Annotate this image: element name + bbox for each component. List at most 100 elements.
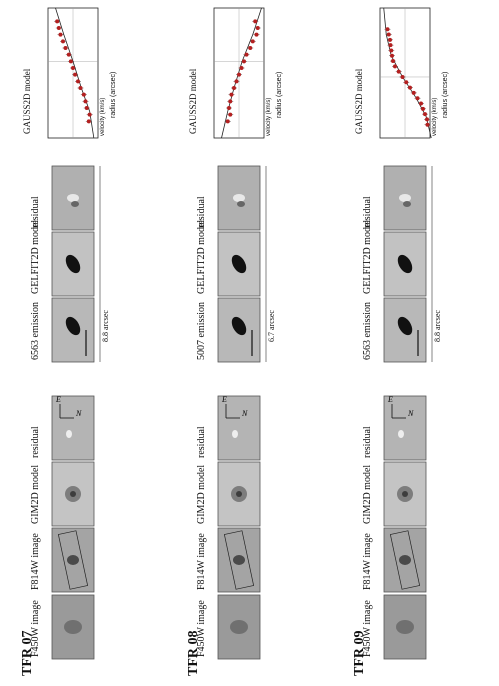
model-blob	[397, 254, 413, 274]
data-point	[250, 39, 255, 44]
data-point	[239, 66, 244, 70]
panel-label: residual	[196, 196, 207, 228]
data-point	[68, 59, 73, 64]
figure-row-3: EN	[379, 7, 433, 660]
data-point	[229, 92, 234, 97]
plot-xlabel: velocity (km/s)	[432, 97, 438, 136]
data-point	[255, 26, 260, 30]
panel-label: 6563 emission	[30, 301, 41, 360]
data-point	[391, 59, 395, 64]
slit-outline	[57, 530, 89, 590]
emission-blob	[65, 316, 81, 336]
panel-label: residual	[362, 426, 373, 458]
data-point	[388, 37, 392, 42]
residual-blob	[66, 430, 72, 438]
plot-radius-label: radius (arcsec)	[276, 71, 283, 118]
panel-label: residual	[30, 196, 41, 228]
data-point	[83, 99, 88, 104]
plot-xlabel: velocity (km/s)	[100, 97, 106, 136]
emission-blob	[397, 316, 413, 336]
galaxy-blob	[233, 555, 245, 565]
scale-label: 8.8 arcsec	[101, 310, 110, 342]
data-point	[425, 117, 429, 122]
panel-label: F450W image	[30, 600, 41, 657]
panel-label: F814W image	[30, 533, 41, 590]
data-point	[385, 27, 390, 32]
data-point	[421, 106, 425, 111]
model-core	[402, 491, 408, 497]
data-point	[228, 112, 233, 117]
data-point	[234, 79, 239, 84]
data-point	[76, 79, 80, 84]
data-point	[81, 92, 86, 97]
data-point	[411, 90, 416, 95]
galaxy-blob	[230, 620, 248, 634]
galaxy-blob	[396, 620, 414, 634]
data-point	[389, 48, 394, 53]
residual-blob	[237, 201, 245, 207]
galaxy-blob	[67, 555, 79, 565]
data-point	[232, 86, 236, 90]
data-point	[58, 32, 63, 37]
image-panel	[383, 297, 427, 363]
panel-label: 6563 emission	[362, 301, 373, 360]
data-point	[63, 46, 68, 50]
residual-blob	[233, 194, 245, 202]
data-point	[393, 64, 397, 69]
panel-label: residual	[196, 426, 207, 458]
data-point	[225, 119, 230, 124]
plot-xlabel: velocity (km/s)	[266, 97, 272, 136]
galaxy-blob	[64, 620, 82, 634]
data-point	[248, 46, 253, 50]
plot-radius-label: radius (arcsec)	[110, 71, 117, 118]
data-point	[254, 32, 259, 37]
image-panel	[383, 395, 427, 461]
scale-label: 8.8 arcsec	[433, 310, 442, 342]
plot-ylabel: GAUSS2D model	[22, 68, 32, 134]
data-point	[386, 32, 391, 37]
scale-label: 6.7 arcsec	[267, 310, 276, 342]
data-point	[253, 19, 258, 24]
data-point	[61, 39, 65, 44]
panel-label: GIM2D model	[30, 464, 41, 524]
panel-label: F814W image	[362, 533, 373, 590]
data-point	[242, 59, 246, 64]
panel-label: F450W image	[196, 600, 207, 657]
slit-outline	[223, 530, 255, 590]
data-point	[228, 99, 233, 104]
image-panel	[383, 165, 427, 231]
image-panel	[383, 594, 427, 660]
compass-e-label: E	[221, 395, 227, 404]
data-point	[87, 112, 92, 117]
residual-blob	[398, 430, 404, 438]
plot-ylabel: GAUSS2D model	[354, 68, 364, 134]
data-point	[400, 74, 405, 79]
data-point	[73, 72, 78, 77]
image-panel	[51, 395, 95, 461]
data-point	[404, 80, 409, 85]
data-point	[396, 69, 401, 74]
slit-outline	[389, 530, 421, 590]
data-point	[390, 53, 394, 58]
residual-blob	[67, 194, 79, 202]
data-point	[423, 112, 427, 117]
plot-radius-label: radius (arcsec)	[442, 71, 449, 118]
panel-label: F814W image	[196, 533, 207, 590]
compass-n-label: N	[407, 409, 414, 418]
emission-blob	[231, 316, 247, 336]
data-point	[56, 26, 61, 30]
panel-label: GELFIT2D model	[362, 219, 373, 294]
data-point	[66, 52, 71, 57]
panel-label: GELFIT2D model	[196, 219, 207, 294]
model-core	[70, 491, 76, 497]
model-core	[236, 491, 242, 497]
data-point	[78, 86, 83, 90]
panel-label: 5007 emission	[196, 301, 207, 360]
figure-row-1: EN	[47, 7, 101, 660]
data-point	[55, 19, 60, 24]
compass-n-label: N	[75, 409, 82, 418]
image-panel	[217, 395, 261, 461]
residual-blob	[71, 201, 79, 207]
plot-ylabel: GAUSS2D model	[188, 68, 198, 134]
